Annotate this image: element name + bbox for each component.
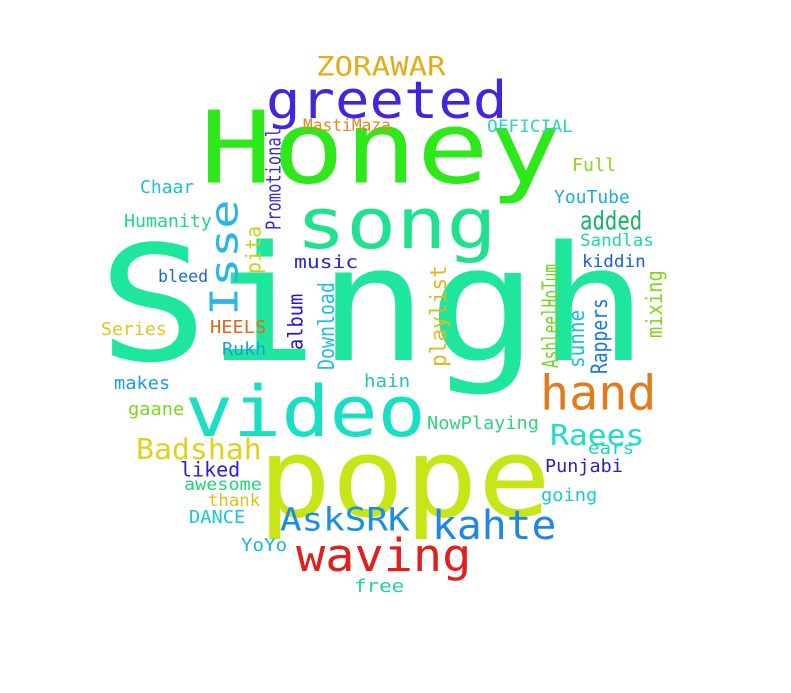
word-honey: Honey xyxy=(200,92,562,208)
word-humanity: Humanity xyxy=(124,210,212,232)
word-badshah: Badshah xyxy=(136,433,262,467)
word-download: Download xyxy=(314,282,340,370)
word-going: going xyxy=(541,484,598,506)
word-album: album xyxy=(284,293,308,350)
word-sandlas: Sandlas xyxy=(580,230,654,251)
word-thank: thank xyxy=(208,490,261,511)
word-nowplaying: NowPlaying xyxy=(427,412,539,434)
word-free: free xyxy=(354,575,405,597)
word-rappers: Rappers xyxy=(587,298,613,374)
word-chaar: Chaar xyxy=(140,176,195,198)
word-video: video xyxy=(185,372,426,454)
word-yoyo: YoYo xyxy=(241,534,288,556)
word-promotional: Promotional xyxy=(262,128,286,230)
word-full: Full xyxy=(572,154,617,176)
word-official: OFFICIAL xyxy=(487,116,573,137)
word-rukh: Rukh xyxy=(222,338,267,360)
word-waving: waving xyxy=(296,530,472,583)
word-pope: pope xyxy=(258,416,551,544)
word-kahte: kahte xyxy=(432,503,557,549)
word-greeted: greeted xyxy=(266,71,508,131)
word-makes: makes xyxy=(114,372,171,394)
word-pita: pita xyxy=(242,225,266,274)
word-song: song xyxy=(296,184,497,266)
word-gaane: gaane xyxy=(128,398,185,420)
word-playlist: playlist xyxy=(426,265,452,367)
word-mastimaza: MastiMaza xyxy=(303,115,391,136)
word-zorawar: ZORAWAR xyxy=(316,50,446,83)
word-ears: ears xyxy=(588,438,635,459)
word-ashleelhotum: AshleelHoTum xyxy=(538,264,564,368)
word-music: music xyxy=(294,251,359,273)
word-singh: Singh xyxy=(98,216,648,400)
word-hain: hain xyxy=(364,370,411,392)
word-hand: hand xyxy=(540,366,657,422)
word-punjabi: Punjabi xyxy=(545,455,623,477)
word-series: Series xyxy=(101,318,167,340)
word-kiddin: kiddin xyxy=(582,251,646,272)
word-sunne: sunne xyxy=(564,309,590,368)
word-added: added xyxy=(580,206,643,236)
word-heels: HEELS xyxy=(210,316,267,338)
word-mixing: mixing xyxy=(642,270,668,338)
word-liked: liked xyxy=(180,458,241,482)
word-bleed: bleed xyxy=(158,266,209,287)
word-youtube: YouTube xyxy=(554,186,630,208)
word-awesome: awesome xyxy=(184,474,262,495)
word-raees: Raees xyxy=(550,419,645,453)
word-asksrk: AskSRK xyxy=(280,501,410,539)
word-dance: DANCE xyxy=(189,506,246,528)
